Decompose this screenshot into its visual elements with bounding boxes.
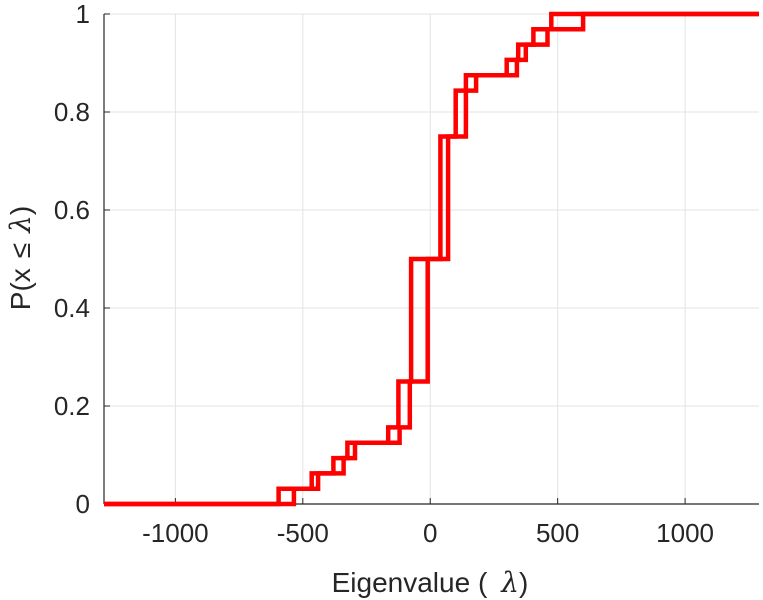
x-tick-label: -500 (277, 518, 329, 548)
x-axis-label: Eigenvalue (λ) (332, 566, 529, 599)
x-tick-label: 500 (536, 518, 579, 548)
ecdf-lower-line (104, 11, 759, 507)
x-tick-label: 0 (423, 518, 437, 548)
y-tick-label: 0.4 (54, 293, 90, 323)
y-tick-label: 0.8 (54, 97, 90, 127)
x-tick-labels: -1000 -500 0 500 1000 (142, 518, 714, 548)
x-tick-label: 1000 (656, 518, 714, 548)
y-tick-labels: 0 0.2 0.4 0.6 0.8 1 (54, 0, 90, 519)
y-tick-label: 0 (76, 489, 90, 519)
x-tick-label: -1000 (142, 518, 209, 548)
series-lines (104, 11, 759, 507)
y-tick-label: 1 (76, 0, 90, 29)
y-tick-label: 0.2 (54, 391, 90, 421)
y-axis-label: P(x≤λ) (4, 206, 37, 310)
y-tick-label: 0.6 (54, 195, 90, 225)
